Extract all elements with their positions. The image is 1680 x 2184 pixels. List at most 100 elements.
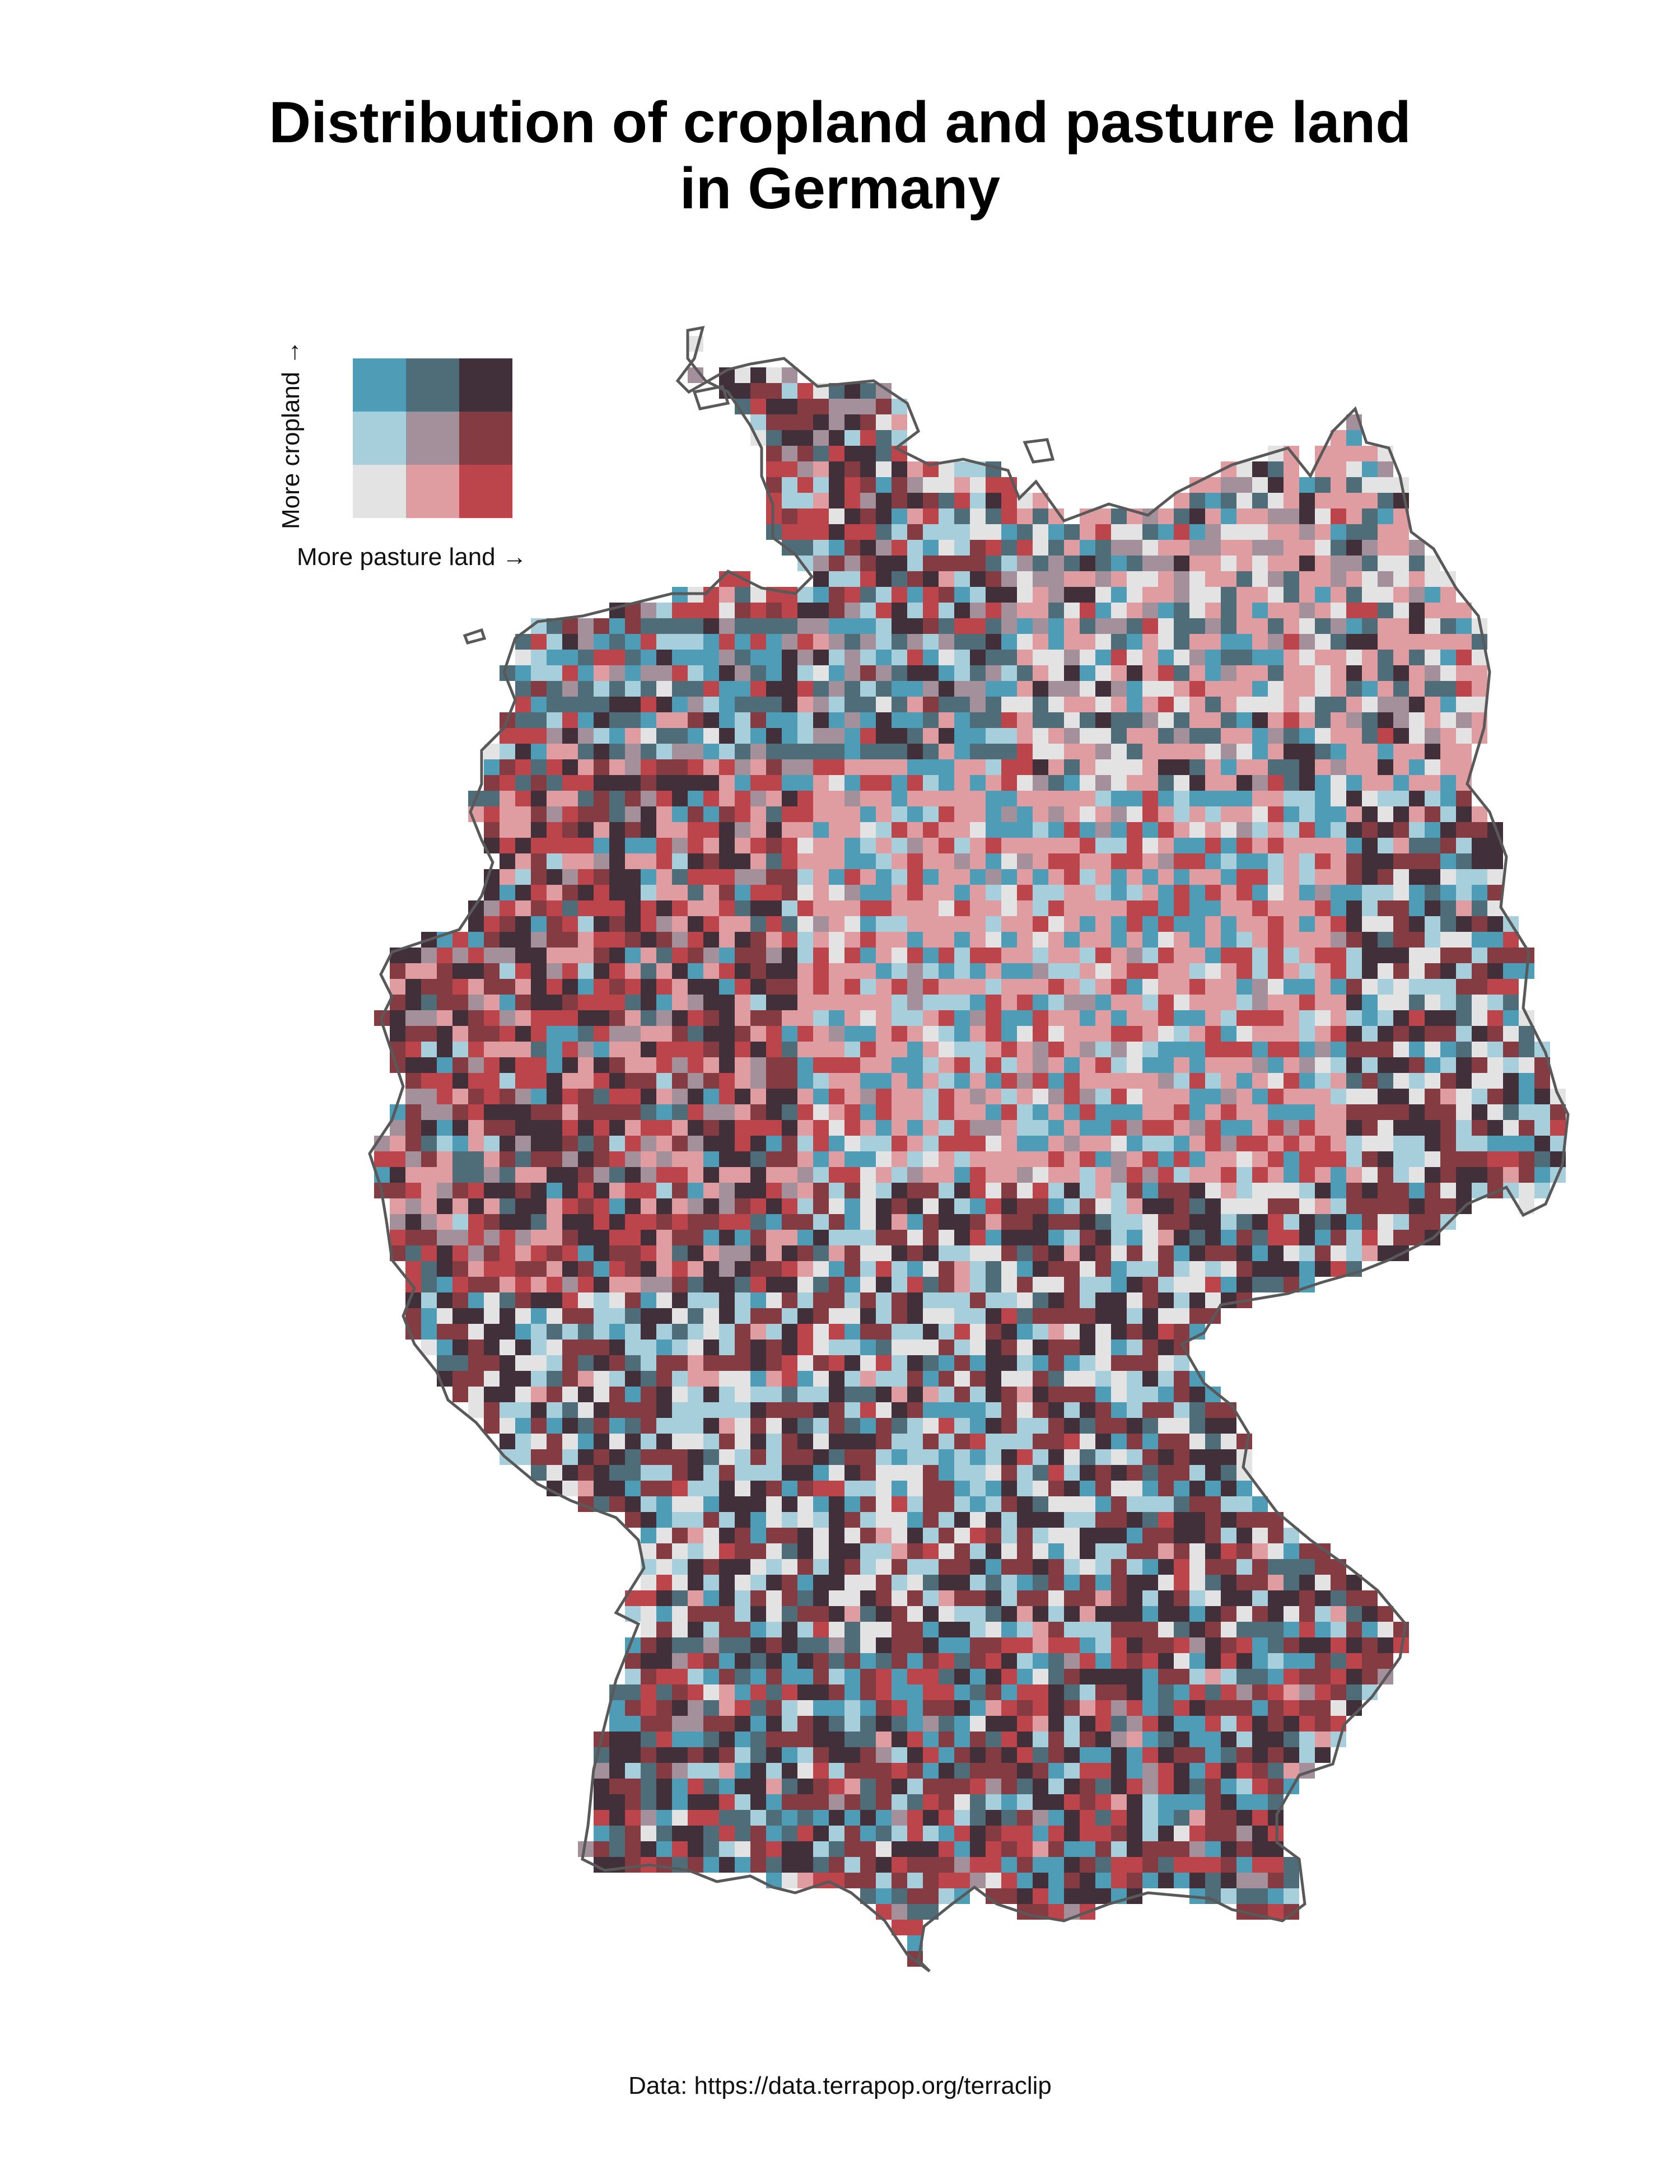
- map-cell: [939, 791, 954, 806]
- map-cell: [609, 775, 625, 791]
- map-cell: [594, 1214, 609, 1230]
- map-cell: [1001, 1230, 1017, 1245]
- map-cell: [468, 1340, 484, 1355]
- map-cell: [484, 822, 500, 838]
- map-cell: [813, 1434, 829, 1449]
- map-cell: [625, 806, 641, 822]
- map-cell: [719, 995, 735, 1010]
- map-cell: [923, 744, 939, 759]
- map-cell: [813, 1684, 829, 1700]
- map-cell: [531, 1089, 547, 1104]
- map-cell: [1221, 1198, 1236, 1214]
- map-cell: [1001, 900, 1017, 916]
- map-cell: [437, 979, 452, 995]
- map-cell: [1331, 508, 1346, 524]
- map-cell: [1440, 712, 1456, 728]
- map-cell: [1080, 1120, 1095, 1136]
- map-cell: [876, 430, 892, 446]
- map-cell: [1111, 1684, 1127, 1700]
- map-cell: [829, 1277, 844, 1292]
- map-cell: [1095, 838, 1111, 853]
- map-cell: [1080, 806, 1095, 822]
- map-cell: [797, 1575, 813, 1590]
- map-cell: [452, 948, 468, 963]
- map-cell: [609, 1387, 625, 1402]
- map-cell: [813, 775, 829, 791]
- map-cell: [1033, 1606, 1048, 1622]
- map-cell: [1519, 1073, 1534, 1089]
- map-cell: [829, 665, 844, 681]
- map-cell: [892, 571, 907, 587]
- map-cell: [484, 1418, 500, 1434]
- map-cell: [844, 1528, 860, 1543]
- map-cell: [500, 1010, 515, 1026]
- map-cell: [970, 869, 986, 885]
- map-cell: [1236, 900, 1252, 916]
- map-cell: [578, 979, 594, 995]
- map-cell: [1189, 775, 1205, 791]
- map-cell: [1033, 1732, 1048, 1747]
- map-cell: [1221, 697, 1236, 712]
- map-cell: [405, 1104, 421, 1120]
- map-cell: [703, 728, 719, 744]
- map-cell: [782, 1794, 797, 1810]
- map-cell: [1158, 1653, 1174, 1669]
- map-cell: [1268, 477, 1284, 493]
- map-cell: [1252, 587, 1268, 603]
- map-cell: [1033, 995, 1048, 1010]
- map-cell: [986, 1418, 1001, 1434]
- map-cell: [703, 681, 719, 697]
- map-cell: [782, 524, 797, 540]
- map-cell: [782, 1371, 797, 1387]
- map-cell: [1393, 948, 1409, 963]
- map-cell: [1346, 587, 1362, 603]
- map-cell: [892, 603, 907, 618]
- map-cell: [688, 1684, 703, 1700]
- map-cell: [1346, 1057, 1362, 1073]
- map-cell: [939, 1747, 954, 1763]
- map-cell: [1174, 1606, 1189, 1622]
- map-cell: [562, 634, 578, 650]
- map-cell: [484, 806, 500, 822]
- map-cell: [578, 838, 594, 853]
- map-cell: [1236, 806, 1252, 822]
- map-cell: [986, 493, 1001, 508]
- map-cell: [500, 1355, 515, 1371]
- map-cell: [939, 1324, 954, 1340]
- map-cell: [1001, 1151, 1017, 1167]
- map-cell: [1064, 759, 1080, 775]
- map-cell: [1205, 900, 1221, 916]
- map-cell: [782, 1089, 797, 1104]
- map-cell: [1189, 1575, 1205, 1590]
- map-cell: [719, 1779, 735, 1794]
- map-cell: [1362, 869, 1378, 885]
- map-cell: [1221, 1136, 1236, 1151]
- map-cell: [750, 822, 766, 838]
- map-cell: [1017, 916, 1033, 932]
- map-cell: [813, 1010, 829, 1026]
- map-cell: [1033, 1622, 1048, 1637]
- map-cell: [892, 1590, 907, 1606]
- map-cell: [609, 634, 625, 650]
- map-cell: [1017, 1449, 1033, 1465]
- map-cell: [1409, 712, 1425, 728]
- map-cell: [1174, 1324, 1189, 1340]
- map-cell: [1080, 587, 1095, 603]
- map-cell: [1440, 744, 1456, 759]
- map-cell: [1393, 1010, 1409, 1026]
- map-cell: [1221, 1245, 1236, 1261]
- map-cell: [656, 681, 672, 697]
- map-cell: [1378, 900, 1393, 916]
- map-cell: [829, 1308, 844, 1324]
- map-cell: [892, 1042, 907, 1057]
- map-cell: [1425, 634, 1440, 650]
- map-cell: [1252, 681, 1268, 697]
- map-cell: [1080, 900, 1095, 916]
- map-cell: [1127, 1292, 1142, 1308]
- map-cell: [468, 1371, 484, 1387]
- map-cell: [970, 1481, 986, 1496]
- map-cell: [703, 1089, 719, 1104]
- map-cell: [1142, 1794, 1158, 1810]
- map-cell: [829, 1371, 844, 1387]
- map-cell: [907, 1747, 923, 1763]
